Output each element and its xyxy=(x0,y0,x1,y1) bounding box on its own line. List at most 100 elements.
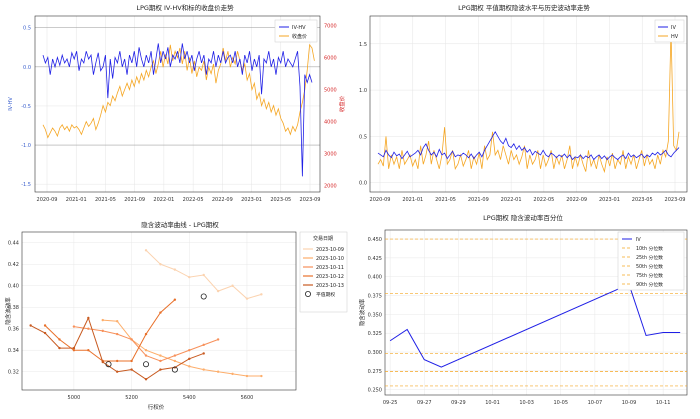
c3-series-point xyxy=(159,368,162,371)
c3-legend-box xyxy=(299,231,348,313)
c4-x-tick-label: 10-03 xyxy=(519,400,534,406)
c3-series-point xyxy=(188,357,191,361)
c2-x-tick-label: 2023-05 xyxy=(632,197,653,203)
c1-iv-hv-line xyxy=(42,43,313,177)
c3-legend-label: 2023-10-12 xyxy=(316,274,344,280)
c3-series-point xyxy=(260,374,263,378)
c2-x-tick-label: 2021-01 xyxy=(402,197,423,203)
c3-legend-label: 2023-10-13 xyxy=(316,283,344,289)
c3-legend-label: 2023-10-11 xyxy=(316,265,344,271)
c4-x-tick-label: 09-29 xyxy=(451,400,466,406)
c1-close-price-line xyxy=(42,43,315,139)
c2-x-tick-label: 2023-09 xyxy=(665,197,686,203)
c1-x-tick-label: 2021-05 xyxy=(95,197,116,203)
c1-legend-label-iv-hv: IV-HV xyxy=(292,25,306,31)
c1-x-tick-label: 2021-09 xyxy=(124,197,145,203)
chart1-title: LPG期权 IV-HV和标的收盘价走势 xyxy=(136,3,234,12)
c3-x-tick-label: 5200 xyxy=(125,395,138,401)
c3-series-point xyxy=(159,354,162,357)
c3-series-point xyxy=(245,297,249,300)
c1-y2-tick-label: 4000 xyxy=(324,120,337,126)
c3-series-point xyxy=(87,316,90,320)
c1-y2-tick-label: 6000 xyxy=(324,56,337,62)
c1-x-tick-label: 2020-09 xyxy=(37,197,58,203)
c3-atm-marker xyxy=(200,293,207,300)
c1-y2-axis-label: 收盘价 xyxy=(338,95,346,112)
c4-y-tick-label: 0.325 xyxy=(368,331,382,337)
c2-x-tick-label: 2023-01 xyxy=(599,197,620,203)
c3-legend-title: 交易日期 xyxy=(313,235,333,242)
c3-series-point xyxy=(159,311,162,314)
c2-y-tick-label: 1.5 xyxy=(359,42,367,48)
c2-x-tick-label: 2022-01 xyxy=(501,197,522,203)
c1-x-tick-label: 2021-01 xyxy=(66,197,87,203)
c2-x-tick-label: 2021-05 xyxy=(435,197,456,203)
c4-legend-label-percentile: 50th 分位数 xyxy=(636,263,663,270)
c4-y-tick-label: 0.250 xyxy=(368,388,382,394)
c1-y-axis-label: IV-HV xyxy=(8,97,14,111)
iv-percentile-chart: LPG期权 隐含波动率百分位 09-25 09-27 09-29 10-01 10-03… xyxy=(358,213,688,406)
c3-series-point xyxy=(101,360,104,364)
iv-hv-history-chart: LPG期权 平值期权隐波水平与历史波动率走势 2020-09 2021-01 202… xyxy=(359,3,688,203)
c1-y-tick-label: -1.0 xyxy=(21,143,31,149)
c3-x-tick-label: 5600 xyxy=(241,395,254,401)
c4-y-tick-label: 0.425 xyxy=(368,256,382,262)
c3-y-tick-label: 0.32 xyxy=(8,370,19,376)
c3-series-point xyxy=(87,327,90,330)
c1-y-tick-label: -0.5 xyxy=(21,104,31,110)
c1-x-tick-label: 2023-09 xyxy=(300,197,321,203)
c1-x-tick-label: 2022-01 xyxy=(153,197,174,203)
c1-legend-label-close: 收盘价 xyxy=(292,33,307,40)
c3-series-point xyxy=(231,284,234,287)
c3-series-point xyxy=(101,329,104,333)
chart2-title: LPG期权 平值期权隐波水平与历史波动率走势 xyxy=(458,3,590,12)
c2-x-tick-label: 2021-09 xyxy=(468,197,489,203)
c3-series-point xyxy=(173,298,177,301)
c3-x-axis-label: 行权价 xyxy=(148,403,165,411)
c4-x-tick-label: 09-27 xyxy=(417,400,432,406)
c1-y-tick-label: -1.5 xyxy=(21,182,31,188)
c3-series-point xyxy=(144,332,148,336)
c3-series-point xyxy=(144,249,148,252)
c3-legend-label: 2023-10-09 xyxy=(316,247,344,253)
c4-y-tick-label: 0.275 xyxy=(368,369,382,375)
c3-series-point xyxy=(231,372,234,376)
iv-hv-close-chart: LPG期权 IV-HV和标的收盘价走势 2020-09 2021-01 2021-0… xyxy=(8,3,346,203)
c3-series-point xyxy=(58,346,61,350)
c3-series-point xyxy=(159,263,162,266)
c3-series-point xyxy=(101,318,104,322)
c3-series-point xyxy=(216,289,220,293)
c3-series-point xyxy=(115,320,119,323)
c1-x-tick-label: 2022-09 xyxy=(212,197,233,203)
c4-x-tick-label: 10-11 xyxy=(656,400,671,406)
c3-series-point xyxy=(43,324,47,327)
c3-series-point xyxy=(188,349,191,352)
c4-y-tick-label: 0.400 xyxy=(368,275,382,281)
c4-legend-label-percentile: 10th 分位数 xyxy=(636,245,663,252)
c3-series-point xyxy=(144,349,148,352)
c3-legend-atm-label: 平值期权 xyxy=(316,291,335,298)
c1-y2-tick-label: 2000 xyxy=(324,184,337,190)
c2-legend-label-iv: IV xyxy=(671,25,676,31)
c4-x-tick-label: 10-01 xyxy=(485,400,500,406)
c3-legend-atm-swatch xyxy=(304,291,311,298)
c4-legend-label-percentile: 90th 分位数 xyxy=(636,281,663,288)
c3-series-point xyxy=(87,349,90,352)
c2-legend-box xyxy=(654,19,685,43)
c4-legend-label-percentile: 75th 分位数 xyxy=(636,272,663,279)
c3-series-point xyxy=(188,275,191,279)
c3-series-point xyxy=(29,324,32,327)
c4-y-tick-label: 0.350 xyxy=(368,312,382,318)
c3-series-point xyxy=(72,349,76,352)
c2-y-tick-label: 1.0 xyxy=(359,88,367,94)
c2-iv-line xyxy=(377,130,680,161)
c4-iv-line xyxy=(389,283,681,368)
c4-plot-frame xyxy=(384,229,688,396)
c3-y-tick-label: 0.36 xyxy=(8,327,19,333)
c3-plot-frame xyxy=(21,231,297,391)
c2-x-tick-label: 2022-05 xyxy=(533,197,554,203)
c3-series-point xyxy=(159,359,162,363)
c3-series-point xyxy=(245,374,249,378)
c3-x-tick-label: 5400 xyxy=(183,395,196,401)
